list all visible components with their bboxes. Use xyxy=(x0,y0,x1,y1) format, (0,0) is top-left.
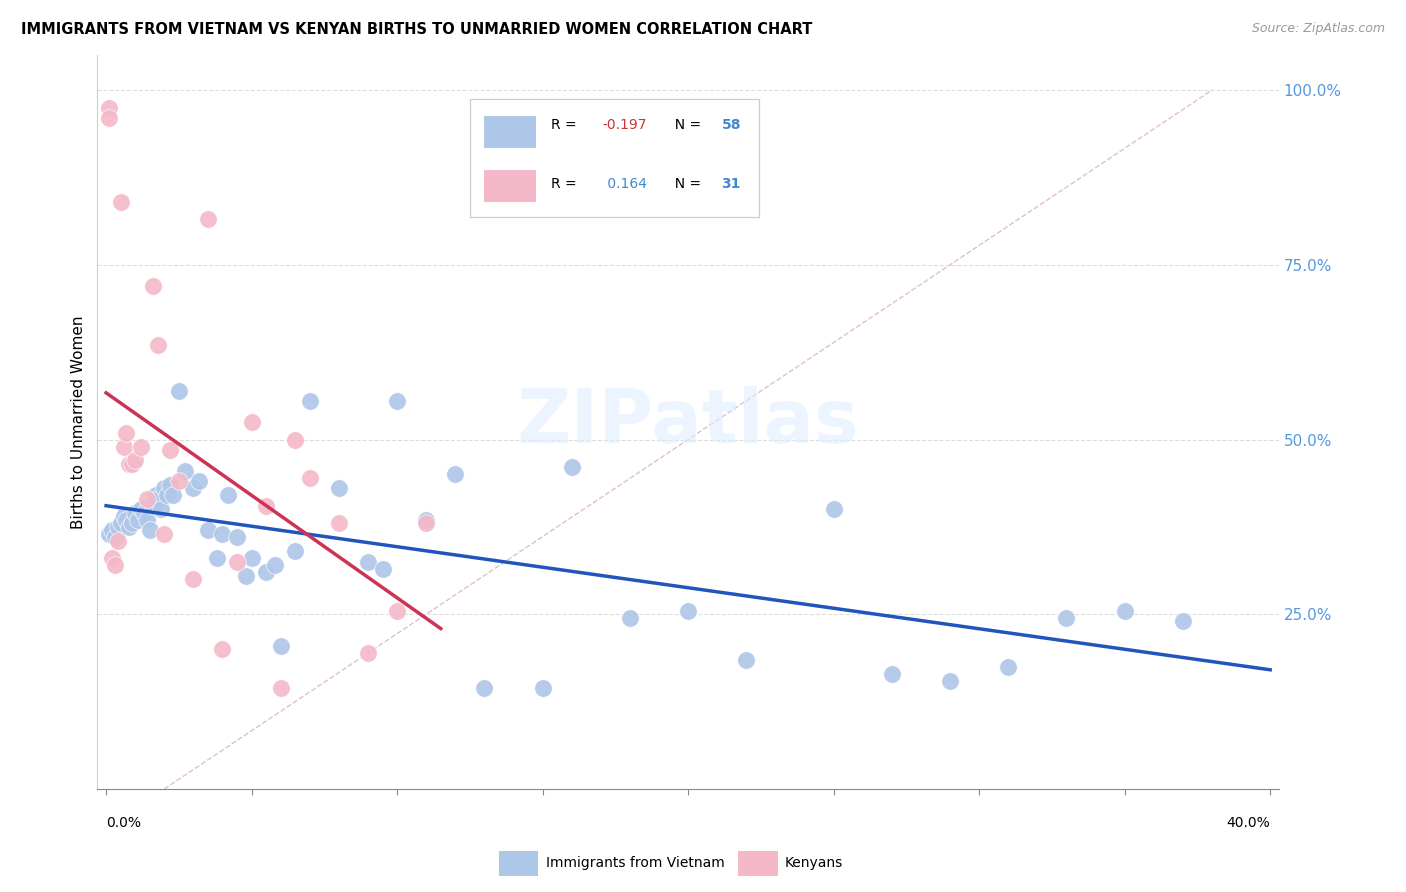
Point xyxy=(183,482,205,496)
Point xyxy=(298,394,321,409)
Point xyxy=(328,516,350,531)
Point xyxy=(142,499,165,513)
Point xyxy=(150,502,173,516)
Point xyxy=(226,530,249,544)
Point xyxy=(270,681,292,695)
Point xyxy=(148,491,170,506)
Point xyxy=(142,278,165,293)
Point xyxy=(118,520,141,534)
Point xyxy=(173,464,195,478)
Point xyxy=(235,569,257,583)
Point xyxy=(676,604,699,618)
Point xyxy=(162,488,184,502)
Point xyxy=(153,527,176,541)
Point xyxy=(135,513,157,527)
Point xyxy=(415,516,437,531)
Point xyxy=(104,558,127,573)
Point xyxy=(254,499,277,513)
Point xyxy=(148,338,170,352)
Point xyxy=(145,488,167,502)
Point xyxy=(124,453,146,467)
Point xyxy=(159,442,181,457)
Point xyxy=(357,646,380,660)
Point xyxy=(211,642,233,657)
Point xyxy=(110,516,132,531)
Point xyxy=(385,604,408,618)
Point xyxy=(115,425,138,440)
Point xyxy=(138,524,160,538)
Point xyxy=(880,666,903,681)
Point xyxy=(474,681,496,695)
Point xyxy=(129,502,152,516)
Point xyxy=(118,457,141,471)
Point xyxy=(531,681,554,695)
Point xyxy=(240,415,263,429)
Text: 0.0%: 0.0% xyxy=(105,816,141,830)
Point xyxy=(270,639,292,653)
Point xyxy=(167,475,190,489)
Point xyxy=(205,551,228,566)
Point xyxy=(127,513,149,527)
Point xyxy=(121,457,143,471)
Point xyxy=(104,530,127,544)
Text: Source: ZipAtlas.com: Source: ZipAtlas.com xyxy=(1251,22,1385,36)
Point xyxy=(101,551,124,566)
Point xyxy=(254,566,277,580)
Point xyxy=(284,433,307,447)
Point xyxy=(159,478,181,492)
Point xyxy=(98,527,121,541)
Point xyxy=(939,673,962,688)
Point xyxy=(124,506,146,520)
Point xyxy=(1056,611,1078,625)
Point xyxy=(112,440,135,454)
Point xyxy=(385,394,408,409)
Point xyxy=(107,533,129,548)
Point xyxy=(211,527,233,541)
Point xyxy=(129,440,152,454)
Point xyxy=(132,506,155,520)
Point xyxy=(284,544,307,558)
Point xyxy=(110,194,132,209)
Point xyxy=(735,653,758,667)
Point xyxy=(415,513,437,527)
Point xyxy=(357,555,380,569)
Point xyxy=(217,488,239,502)
Point xyxy=(107,520,129,534)
Point xyxy=(197,212,219,227)
Point xyxy=(115,513,138,527)
Point xyxy=(167,384,190,398)
Text: Kenyans: Kenyans xyxy=(785,856,842,871)
Point xyxy=(226,555,249,569)
Point xyxy=(197,524,219,538)
Point xyxy=(112,509,135,524)
Point xyxy=(188,475,211,489)
Text: IMMIGRANTS FROM VIETNAM VS KENYAN BIRTHS TO UNMARRIED WOMEN CORRELATION CHART: IMMIGRANTS FROM VIETNAM VS KENYAN BIRTHS… xyxy=(21,22,813,37)
Point xyxy=(156,488,179,502)
Point xyxy=(298,471,321,485)
Point xyxy=(183,572,205,586)
Point xyxy=(328,482,350,496)
Point xyxy=(101,524,124,538)
Point xyxy=(997,659,1019,673)
Point xyxy=(135,491,157,506)
Point xyxy=(240,551,263,566)
Point xyxy=(561,460,583,475)
Point xyxy=(98,111,121,125)
Point xyxy=(264,558,287,573)
Point xyxy=(1114,604,1136,618)
Point xyxy=(371,562,394,576)
Text: Immigrants from Vietnam: Immigrants from Vietnam xyxy=(546,856,724,871)
Text: 40.0%: 40.0% xyxy=(1226,816,1270,830)
Point xyxy=(823,502,845,516)
Point xyxy=(98,101,121,115)
Text: ZIPatlas: ZIPatlas xyxy=(517,385,859,458)
Point xyxy=(153,482,176,496)
Point xyxy=(1171,614,1194,628)
Y-axis label: Births to Unmarried Women: Births to Unmarried Women xyxy=(72,315,86,529)
Point xyxy=(121,516,143,531)
Point xyxy=(444,467,467,482)
Point xyxy=(619,611,641,625)
